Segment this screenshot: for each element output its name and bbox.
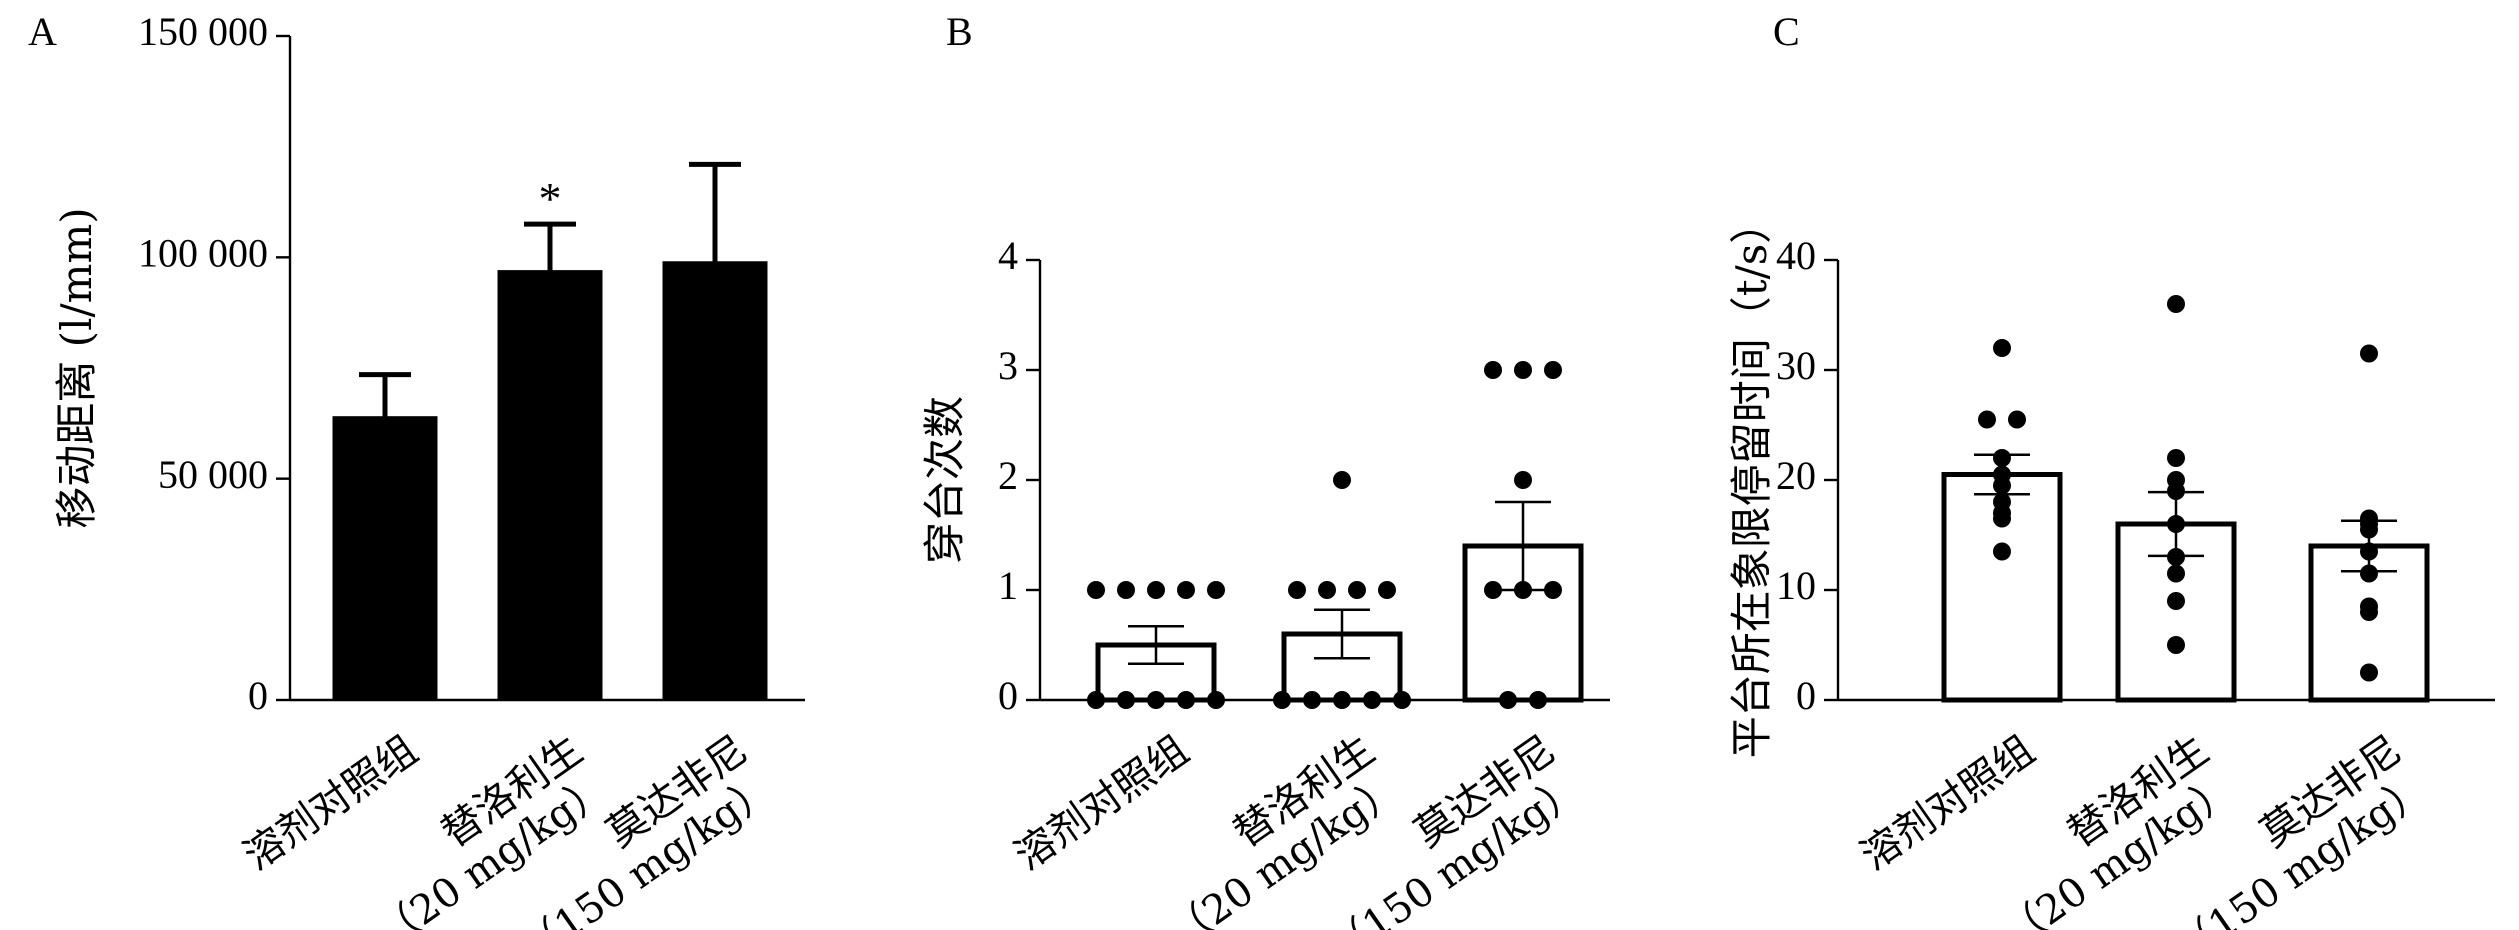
data-point: [2167, 548, 2185, 566]
category-label: 溶剂对照组: [236, 727, 426, 879]
category-label-line: 溶剂对照组: [1853, 727, 2043, 879]
data-point: [2167, 592, 2185, 610]
y-axis-title: 穿台次数: [920, 396, 969, 564]
data-point: [1318, 581, 1336, 599]
y-tick-label: 20: [1776, 453, 1816, 498]
data-point: [1499, 691, 1517, 709]
data-point: [1378, 581, 1396, 599]
data-point: [1288, 581, 1306, 599]
y-tick-label: 30: [1776, 343, 1816, 388]
data-point: [1514, 471, 1532, 489]
data-point: [1993, 449, 2011, 467]
data-point: [2167, 449, 2185, 467]
bar: [497, 270, 603, 701]
bar: [2115, 521, 2237, 703]
data-point: [1303, 691, 1321, 709]
data-point: [2167, 515, 2185, 533]
y-axis-title: 平台所在象限停留时间（t/s）: [1727, 202, 1776, 759]
panel-letter: C: [1773, 9, 1800, 54]
data-point: [1177, 691, 1195, 709]
data-point: [1993, 339, 2011, 357]
y-tick-label: 1: [998, 563, 1018, 608]
data-point: [1544, 361, 1562, 379]
y-tick-label: 3: [998, 343, 1018, 388]
data-point: [1147, 691, 1165, 709]
data-point: [1117, 581, 1135, 599]
data-point: [2360, 344, 2378, 363]
category-label-line: 溶剂对照组: [1007, 727, 1197, 879]
data-point: [1117, 691, 1135, 709]
data-point: [1514, 361, 1532, 379]
y-tick-label: 100 000: [138, 231, 268, 276]
panel-letter: B: [946, 9, 973, 54]
data-point: [1529, 691, 1547, 709]
data-point: [1993, 542, 2011, 561]
bar: [662, 261, 768, 701]
data-point: [1177, 581, 1195, 599]
y-tick-label: 150 000: [138, 9, 268, 54]
data-point: [1207, 581, 1225, 599]
data-point: [1363, 691, 1381, 709]
data-point: [2167, 564, 2185, 583]
data-point: [1087, 581, 1105, 599]
category-label-line: 溶剂对照组: [236, 727, 426, 879]
data-point: [2360, 663, 2378, 682]
data-point: [1993, 509, 2011, 528]
panel-letter: A: [28, 9, 57, 54]
data-point: [2167, 482, 2185, 500]
bar: [332, 416, 438, 701]
data-point: [2167, 636, 2185, 654]
data-point: [1333, 471, 1351, 489]
data-point: [2360, 564, 2378, 583]
data-point: [1273, 691, 1291, 709]
data-point: [1087, 691, 1105, 709]
y-axis-title: 移动距离 (l/mm): [52, 207, 101, 528]
y-tick-label: 10: [1776, 563, 1816, 608]
data-point: [1484, 361, 1502, 379]
data-point: [1393, 691, 1411, 709]
significance-marker: *: [539, 173, 562, 224]
y-tick-label: 50 000: [158, 452, 268, 497]
data-point: [1544, 581, 1562, 599]
y-tick-label: 40: [1776, 233, 1816, 278]
data-point: [1333, 691, 1351, 709]
y-tick-label: 0: [1796, 673, 1816, 718]
category-label: 溶剂对照组: [1007, 727, 1197, 879]
data-point: [2360, 542, 2378, 561]
data-point: [2008, 410, 2026, 429]
y-tick-label: 2: [998, 453, 1018, 498]
data-point: [1348, 581, 1366, 599]
data-point: [1514, 581, 1532, 599]
data-point: [2360, 520, 2378, 539]
data-point: [1978, 410, 1996, 429]
y-tick-label: 4: [998, 233, 1018, 278]
data-point: [1484, 581, 1502, 599]
data-point: [1147, 581, 1165, 599]
data-point: [2167, 295, 2185, 313]
category-label: 溶剂对照组: [1853, 727, 2043, 879]
data-point: [1993, 476, 2011, 495]
y-tick-label: 0: [248, 673, 268, 718]
data-point: [1207, 691, 1225, 709]
data-point: [2360, 603, 2378, 621]
y-tick-label: 0: [998, 673, 1018, 718]
